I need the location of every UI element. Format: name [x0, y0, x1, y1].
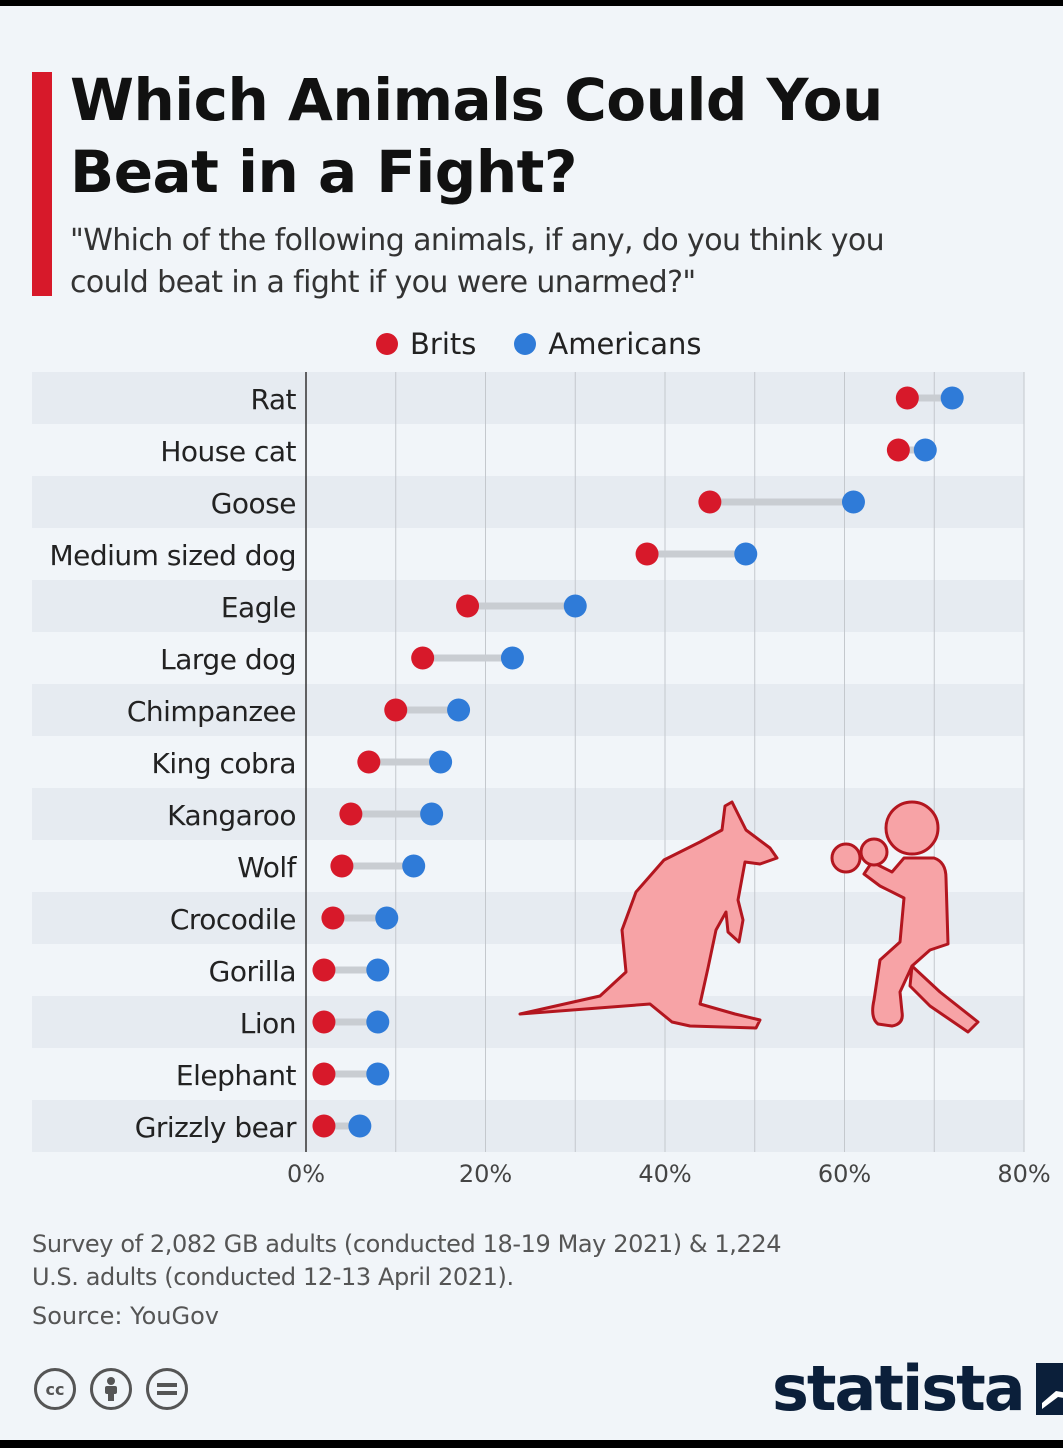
dot-americans: [500, 646, 524, 670]
category-label: House cat: [160, 435, 296, 468]
kangaroo-body: [518, 800, 779, 1030]
dot-brits: [411, 646, 435, 670]
boxer-glove-left: [830, 842, 862, 874]
category-label: Rat: [251, 383, 297, 416]
kangaroo-illustration: [518, 800, 779, 1030]
no-derivatives-icon: [146, 1368, 188, 1410]
category-label: King cobra: [151, 747, 296, 780]
chart-subtitle: "Which of the following animals, if any,…: [70, 223, 885, 300]
category-label: Lion: [240, 1007, 296, 1040]
illustrations: [518, 800, 980, 1034]
category-label: Wolf: [237, 851, 297, 884]
x-tick-label: 0%: [287, 1160, 325, 1188]
row-band: [32, 1100, 1024, 1152]
dot-americans: [447, 698, 471, 722]
x-tick-label: 80%: [997, 1160, 1050, 1188]
dot-americans: [429, 750, 453, 774]
x-tick-label: 60%: [818, 1160, 871, 1188]
survey-footnote: Survey of 2,082 GB adults (conducted 18-…: [32, 1230, 782, 1291]
legend-label-americans: Americans: [548, 327, 702, 361]
category-label: Goose: [211, 487, 296, 520]
dot-brits: [895, 386, 919, 410]
brand-name: statista: [772, 1352, 1026, 1425]
dot-brits: [698, 490, 722, 514]
dot-americans: [366, 958, 390, 982]
dot-brits: [312, 1010, 336, 1034]
dot-brits: [339, 802, 363, 826]
legend-label-brits: Brits: [410, 327, 477, 361]
dot-brits: [312, 958, 336, 982]
dot-americans: [841, 490, 865, 514]
boxer-glove-right: [859, 837, 889, 867]
dot-brits: [312, 1114, 336, 1138]
boxer-illustration: [830, 800, 980, 1034]
dot-brits: [357, 750, 381, 774]
row-band: [32, 892, 1024, 944]
data-dots: [312, 386, 964, 1138]
dot-americans: [734, 542, 758, 566]
title-accent-bar: [32, 72, 52, 296]
dot-brits: [635, 542, 659, 566]
legend-dot-brits: [376, 333, 398, 355]
dot-americans: [913, 438, 937, 462]
attribution-person-icon: [90, 1368, 132, 1410]
category-label: Crocodile: [170, 903, 296, 936]
boxer-head: [884, 800, 940, 856]
row-band: [32, 372, 1024, 424]
category-label: Gorilla: [209, 955, 296, 988]
grid-lines: [395, 372, 1025, 1152]
legend-dot-americans: [514, 333, 537, 355]
category-label: Chimpanzee: [127, 695, 296, 728]
dot-americans: [563, 594, 587, 618]
category-label: Grizzly bear: [135, 1111, 297, 1144]
category-label: Medium sized dog: [49, 539, 296, 572]
row-band: [32, 788, 1024, 840]
dot-brits: [886, 438, 910, 462]
dot-brits: [330, 854, 354, 878]
category-label: Kangaroo: [167, 799, 296, 832]
category-label: Large dog: [160, 643, 296, 676]
dot-americans: [348, 1114, 372, 1138]
dot-brits: [312, 1062, 336, 1086]
dot-americans: [366, 1010, 390, 1034]
x-tick-label: 40%: [638, 1160, 691, 1188]
source-note: Source: YouGov: [32, 1302, 219, 1330]
category-label: Eagle: [221, 591, 296, 624]
dot-brits: [384, 698, 408, 722]
creative-commons-icon: cc: [34, 1368, 76, 1410]
dot-brits: [456, 594, 480, 618]
dot-brits: [321, 906, 345, 930]
category-labels: Rat House cat Goose Medium sized dog Eagle La…: [49, 383, 298, 1144]
dot-americans: [402, 854, 426, 878]
brand: statista: [772, 1354, 1063, 1424]
legend-item-brits: Brits: [376, 327, 476, 361]
statista-logo-icon: [1035, 1363, 1063, 1415]
license-icons: cc: [34, 1368, 202, 1410]
x-tick-label: 20%: [459, 1160, 512, 1188]
row-band: [32, 476, 1024, 528]
row-band: [32, 996, 1024, 1048]
boxer-body: [862, 856, 980, 1034]
category-label: Elephant: [176, 1059, 297, 1092]
dot-americans: [375, 906, 399, 930]
dot-americans: [366, 1062, 390, 1086]
row-band: [32, 684, 1024, 736]
x-tick-labels: 0% 20% 40% 60% 80%: [287, 1160, 1051, 1188]
legend: Brits Americans: [376, 326, 739, 362]
row-bands: [32, 372, 1024, 1152]
chart-title: Which Animals Could You Beat in a Fight?: [70, 66, 883, 206]
dot-americans: [420, 802, 444, 826]
legend-item-americans: Americans: [514, 327, 701, 361]
dot-americans: [940, 386, 964, 410]
